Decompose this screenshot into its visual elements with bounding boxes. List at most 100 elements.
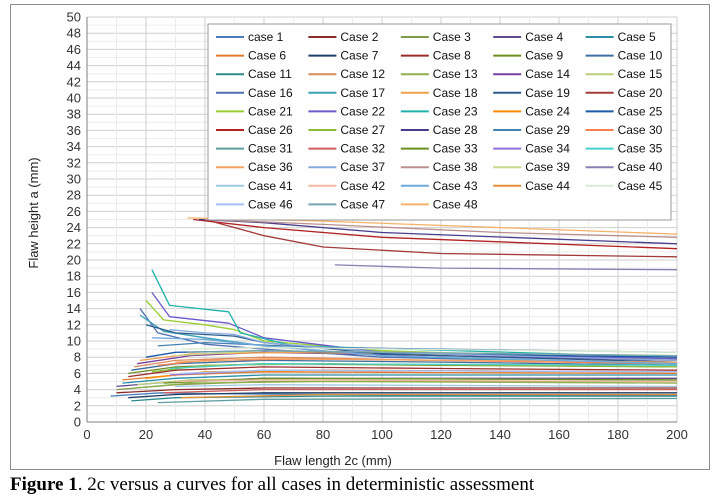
series-line <box>128 392 677 399</box>
x-tick-label: 60 <box>257 427 271 442</box>
legend-label: Case 8 <box>433 49 471 63</box>
series-line <box>110 392 677 397</box>
x-tick-label: 80 <box>316 427 330 442</box>
y-tick-label: 30 <box>67 172 81 187</box>
legend-label: Case 4 <box>525 30 563 44</box>
y-tick-label: 46 <box>67 42 81 57</box>
series-line <box>145 324 678 363</box>
y-tick-label: 10 <box>67 334 81 349</box>
y-tick-label: 22 <box>67 236 81 251</box>
legend-label: Case 3 <box>433 30 471 44</box>
y-tick-label: 42 <box>67 74 81 89</box>
series-line <box>181 369 678 375</box>
y-tick-label: 34 <box>67 139 81 154</box>
chart-svg: 0246810121416182022242628303234363840424… <box>26 10 688 469</box>
legend-label: Case 30 <box>618 123 663 137</box>
legend-label: Case 17 <box>340 86 385 100</box>
legend-label: Case 38 <box>433 160 478 174</box>
y-tick-label: 12 <box>67 317 81 332</box>
legend-label: Case 48 <box>433 197 478 211</box>
x-tick-label: 120 <box>430 427 452 442</box>
series-line <box>204 218 678 238</box>
y-tick-label: 20 <box>67 253 81 268</box>
legend-label: Case 25 <box>618 104 663 118</box>
y-tick-label: 40 <box>67 91 81 106</box>
y-tick-label: 24 <box>67 220 81 235</box>
legend-label: Case 44 <box>525 179 570 193</box>
series-line <box>193 218 678 250</box>
legend-label: Case 10 <box>618 49 663 63</box>
legend-label: Case 2 <box>340 30 378 44</box>
legend-label: Case 32 <box>340 142 385 156</box>
series-line <box>122 374 677 384</box>
chart-frame: 0 2 4 6 8 10 12 14 16 18 20 22 24 26 28 30 32 34 36 38 40 42 4… <box>10 4 710 470</box>
legend-label: Case 11 <box>248 67 292 81</box>
x-tick-label: 160 <box>548 427 570 442</box>
legend-label: case 1 <box>248 30 284 44</box>
x-tick-label: 20 <box>139 427 153 442</box>
caption-lead: Figure 1 <box>10 474 78 495</box>
legend-label: Case 13 <box>433 67 478 81</box>
x-tick-label: 200 <box>666 427 688 442</box>
y-tick-label: 6 <box>74 366 81 381</box>
legend-label: Case 41 <box>248 179 293 193</box>
y-tick-label: 50 <box>67 10 81 25</box>
y-tick-label: 26 <box>67 204 81 219</box>
x-axis-title: Flaw length 2c (mm) <box>274 453 392 468</box>
legend-label: Case 36 <box>248 160 293 174</box>
y-tick-label: 4 <box>74 382 81 397</box>
series-line <box>169 363 678 370</box>
legend-label: Case 15 <box>618 67 663 81</box>
legend-label: Case 43 <box>433 179 478 193</box>
series-line <box>169 329 678 362</box>
legend-label: Case 6 <box>248 49 286 63</box>
legend-label: Case 29 <box>525 123 570 137</box>
x-tick-label: 180 <box>607 427 629 442</box>
legend-label: Case 31 <box>248 142 293 156</box>
series-line <box>175 379 678 383</box>
y-tick-label: 18 <box>67 269 81 284</box>
series-line <box>181 393 677 399</box>
x-tick-label: 100 <box>371 427 393 442</box>
y-tick-label: 44 <box>67 58 81 73</box>
y-tick-label: 36 <box>67 123 81 138</box>
series-line <box>157 397 678 404</box>
legend-label: Case 14 <box>525 67 570 81</box>
x-tick-label: 140 <box>489 427 511 442</box>
x-tick-label: 0 <box>83 427 90 442</box>
legend-label: Case 5 <box>618 30 656 44</box>
legend-label: Case 18 <box>433 86 478 100</box>
legend-label: Case 12 <box>340 67 385 81</box>
y-tick-label: 0 <box>74 415 81 430</box>
legend-label: Case 37 <box>340 160 385 174</box>
legend-label: Case 22 <box>340 104 385 118</box>
caption-text: . 2c versus a curves for all cases in de… <box>77 474 535 495</box>
legend-box <box>207 23 672 221</box>
legend-label: Case 19 <box>525 86 570 100</box>
y-tick-label: 8 <box>74 350 81 365</box>
y-tick-label: 48 <box>67 26 81 41</box>
y-tick-label: 28 <box>67 188 81 203</box>
y-tick-label: 14 <box>67 301 81 316</box>
legend-label: Case 16 <box>248 86 293 100</box>
y-tick-label: 16 <box>67 285 81 300</box>
axis-layer: 0246810121416182022242628303234363840424… <box>67 10 688 443</box>
series-line <box>151 337 678 365</box>
series-line <box>134 380 678 389</box>
legend-label: Case 47 <box>340 197 385 211</box>
series-line <box>175 358 678 363</box>
series-line <box>131 359 678 371</box>
y-tick-label: 2 <box>74 398 81 413</box>
legend-label: Case 40 <box>618 160 663 174</box>
series-line <box>116 387 677 394</box>
series-line <box>334 264 678 271</box>
y-tick-label: 32 <box>67 155 81 170</box>
legend-label: Case 42 <box>340 179 385 193</box>
series-layer <box>110 217 678 404</box>
legend-label: Case 39 <box>525 160 570 174</box>
legend-label: Case 28 <box>433 123 478 137</box>
x-tick-label: 40 <box>198 427 212 442</box>
legend-label: Case 21 <box>248 104 293 118</box>
legend-label: Case 34 <box>525 142 570 156</box>
legend-label: Case 7 <box>340 49 378 63</box>
